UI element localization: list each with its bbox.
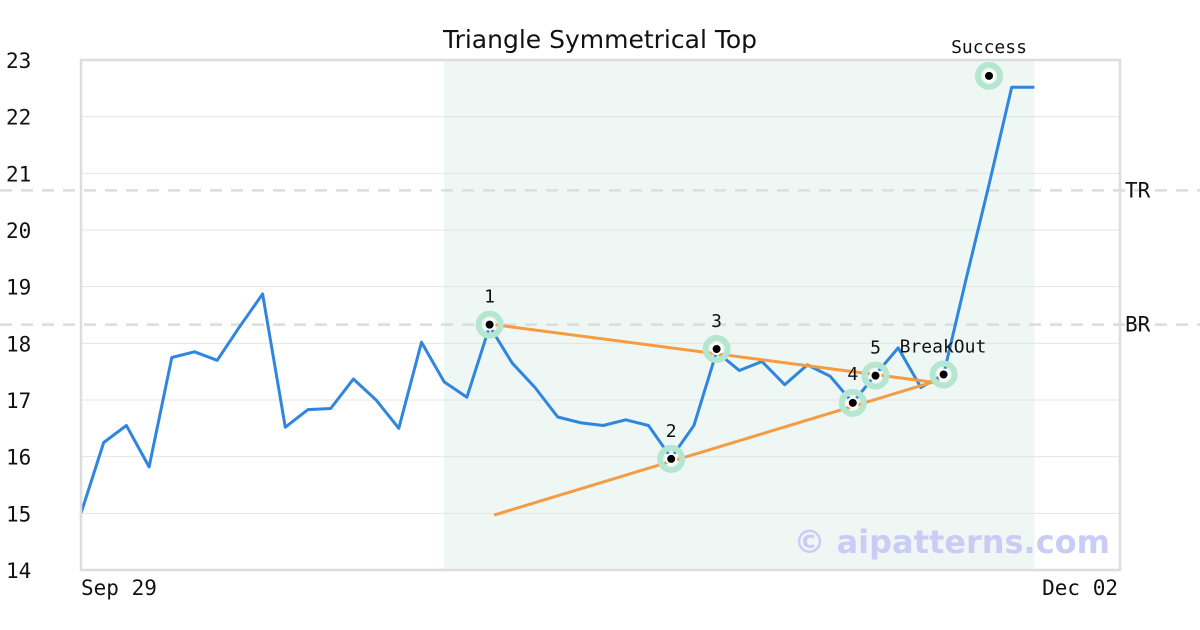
pattern-highlight-region (444, 60, 1035, 570)
y-tick-label: 22 (6, 106, 31, 130)
y-tick-label: 20 (6, 219, 31, 243)
y-tick-label: 19 (6, 276, 31, 300)
pattern-point-label-5: 5 (870, 338, 881, 359)
y-tick-label: 16 (6, 446, 31, 470)
pattern-point-halo-3 (702, 335, 731, 363)
pattern-point-halo-1 (475, 310, 504, 339)
y-tick-label: 21 (6, 162, 31, 186)
pattern-point-halo-5 (861, 361, 890, 390)
y-tick-label: 15 (6, 502, 31, 526)
pattern-point-marker-3 (710, 343, 723, 355)
pattern-point-halo-success (975, 61, 1003, 90)
pattern-point-label-breakout: BreakOut (900, 337, 987, 358)
pattern-point-marker-breakout (937, 368, 950, 381)
x-tick-label-end: Dec 02 (1042, 576, 1118, 600)
pattern-point-marker-2 (665, 452, 678, 465)
y-tick-label: 18 (6, 332, 31, 356)
watermark: © aipatterns.com (793, 523, 1110, 561)
pattern-point-marker-1 (483, 318, 496, 331)
pattern-point-label-3: 3 (711, 311, 722, 332)
y-tick-label: 14 (6, 559, 31, 583)
pattern-point-label-1: 1 (484, 287, 495, 308)
x-tick-label-start: Sep 29 (81, 576, 157, 600)
pattern-point-label-2: 2 (666, 421, 677, 442)
reference-label-tr: TR (1125, 178, 1151, 202)
pattern-point-marker-success (983, 69, 995, 82)
reference-label-br: BR (1125, 313, 1151, 337)
pattern-point-label-success: Success (951, 37, 1027, 58)
y-tick-label: 17 (6, 389, 31, 413)
chart-title: Triangle Symmetrical Top (442, 25, 757, 54)
pattern-point-halo-2 (657, 444, 686, 473)
pattern-point-marker-4 (846, 396, 859, 409)
pattern-point-marker-5 (869, 369, 882, 382)
pattern-point-halo-4 (838, 388, 867, 417)
y-tick-label: 23 (6, 49, 31, 73)
plot-frame (79, 58, 1122, 572)
pattern-point-halo-breakout (929, 360, 958, 389)
pattern-point-label-4: 4 (847, 364, 858, 385)
